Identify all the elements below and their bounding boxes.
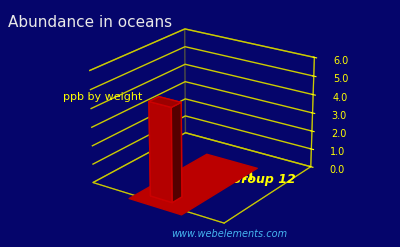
- Text: Abundance in oceans: Abundance in oceans: [8, 15, 172, 30]
- Text: www.webelements.com: www.webelements.com: [172, 229, 288, 239]
